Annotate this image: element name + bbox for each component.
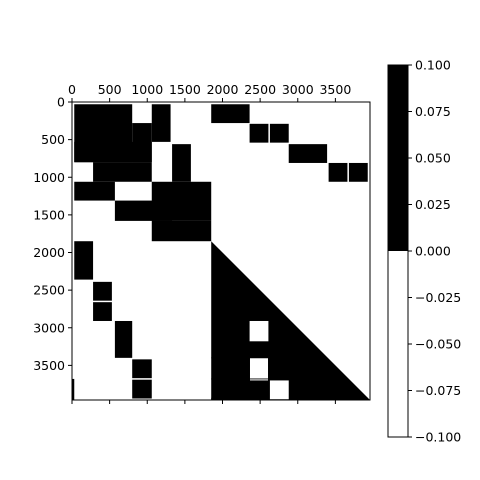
matrix-block bbox=[328, 162, 348, 182]
colorbar-low bbox=[388, 251, 408, 437]
y-tick-label: 0 bbox=[57, 95, 65, 110]
x-axis-top: 0 500 1000 1500 2000 2500 3000 3500 bbox=[68, 82, 351, 102]
x-tick-label: 3500 bbox=[319, 82, 351, 97]
matrix-block bbox=[132, 359, 152, 379]
matrix-block bbox=[348, 162, 368, 182]
colorbar-tick-label: −0.075 bbox=[415, 383, 461, 398]
y-tick-label: 2500 bbox=[33, 283, 65, 298]
matrix-block bbox=[249, 123, 269, 143]
x-tick-label: 500 bbox=[98, 82, 122, 97]
colorbar-tick-label: 0.025 bbox=[415, 197, 451, 212]
triangle-gap bbox=[249, 357, 269, 381]
matrix-block bbox=[288, 144, 328, 163]
triangle-gaps bbox=[211, 320, 289, 400]
x-tick-label: 1000 bbox=[131, 82, 163, 97]
colorbar-tick-label: 0.100 bbox=[415, 58, 451, 73]
colorbar-tick-label: −0.100 bbox=[415, 430, 461, 445]
matrix-block bbox=[151, 220, 212, 242]
matrix-block bbox=[74, 241, 94, 280]
matrix-block bbox=[74, 141, 152, 163]
colorbar-tick-label: −0.050 bbox=[415, 337, 461, 352]
colorbar-high bbox=[388, 65, 408, 251]
triangle-gap bbox=[249, 320, 269, 342]
matrix-block bbox=[114, 320, 133, 358]
matrix-block bbox=[269, 123, 289, 143]
matrix-block bbox=[72, 378, 75, 400]
y-tick-label: 1000 bbox=[33, 170, 65, 185]
matrix-block bbox=[211, 104, 250, 124]
x-axis-bottom-ticks bbox=[71, 400, 336, 404]
matrix-block bbox=[93, 281, 112, 301]
colorbar-tick-label: 0.000 bbox=[415, 244, 451, 259]
y-axis: 0 500 1000 1500 2000 2500 3000 3500 bbox=[33, 95, 72, 373]
x-tick-label: 3000 bbox=[282, 82, 314, 97]
matrix-block bbox=[93, 302, 112, 321]
y-tick-label: 500 bbox=[41, 132, 65, 147]
x-tick-label: 0 bbox=[68, 82, 76, 97]
y-tick-label: 2000 bbox=[33, 245, 65, 260]
colorbar: 0.100 0.075 0.050 0.025 0.000 −0.025 −0.050 −0.… bbox=[387, 58, 461, 445]
matrix-block bbox=[172, 144, 191, 182]
plot-frame bbox=[71, 101, 371, 401]
x-tick-label: 2000 bbox=[207, 82, 239, 97]
y-tick-label: 3000 bbox=[33, 320, 65, 335]
x-tick-label: 2500 bbox=[244, 82, 276, 97]
nonzero-blocks bbox=[72, 104, 368, 400]
matrix-plot-area bbox=[71, 101, 371, 401]
matrix-block bbox=[151, 104, 171, 142]
colorbar-tick-label: 0.050 bbox=[415, 151, 451, 166]
x-tick-label: 1500 bbox=[169, 82, 201, 97]
y-tick-label: 3500 bbox=[33, 358, 65, 373]
matrix-block bbox=[114, 200, 173, 221]
colorbar-tick-label: 0.075 bbox=[415, 104, 451, 119]
matrix-block bbox=[74, 181, 115, 201]
colorbar-tick-label: −0.025 bbox=[415, 290, 461, 305]
triangle-gap bbox=[269, 380, 289, 400]
matrix-block bbox=[132, 379, 152, 399]
y-tick-label: 1500 bbox=[33, 207, 65, 222]
matrix-block bbox=[93, 162, 152, 182]
